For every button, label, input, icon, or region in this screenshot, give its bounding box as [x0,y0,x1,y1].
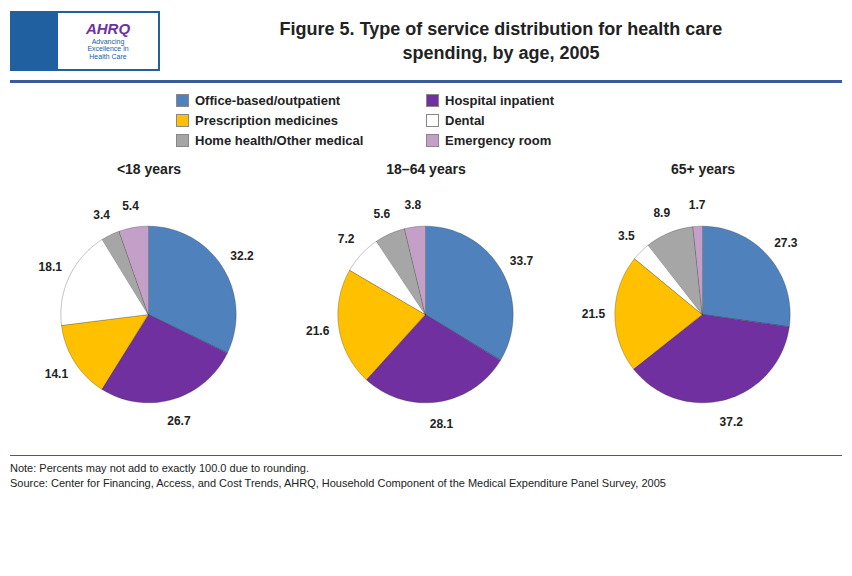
svg-text:26.7: 26.7 [167,414,191,428]
svg-text:33.7: 33.7 [510,254,534,268]
html-text:Note: Percents may not add to: Note: Percents may not add to exactly 10… [10,462,309,474]
html-text:Dental: Dental [445,113,485,128]
svg-text:28.1: 28.1 [430,417,454,431]
svg-text:37.2: 37.2 [720,415,744,429]
html-text:Hospital inpatient: Hospital inpatient [445,93,555,108]
svg-text:3.5: 3.5 [618,229,635,243]
html-text:Emergency room: Emergency room [445,133,552,148]
html-text:Prescription medicines: Prescription medicines [195,113,339,128]
html-text:Figure 5. Type of service dist: Figure 5. Type of service distribution f… [279,18,723,63]
html-text:Office-based/outpatient: Office-based/outpatient [195,93,341,108]
svg-text:<18 years: <18 years [117,161,181,177]
svg-text:27.3: 27.3 [774,236,798,250]
svg-text:21.5: 21.5 [582,307,606,321]
svg-text:14.1: 14.1 [45,367,69,381]
svg-text:7.2: 7.2 [338,232,355,246]
html-text:Source: Center for Financing,: Source: Center for Financing, Access, an… [10,477,666,490]
svg-text:18.1: 18.1 [39,260,63,274]
svg-text:21.6: 21.6 [306,324,330,338]
svg-text:18–64 years: 18–64 years [386,161,466,177]
html-text:Advancing Excellence in Health: Advancing Excellence in Health Care [87,37,129,61]
html-text:AHRQ: AHRQ [85,20,131,38]
svg-text:1.7: 1.7 [689,198,706,212]
svg-text:32.2: 32.2 [230,249,254,263]
svg-text:5.4: 5.4 [122,199,139,213]
svg-text:65+ years: 65+ years [671,161,735,177]
svg-text:3.8: 3.8 [405,198,422,212]
svg-text:3.4: 3.4 [93,208,110,222]
svg-text:5.6: 5.6 [374,207,391,221]
svg-text:8.9: 8.9 [653,206,670,220]
html-text:Home health/Other medical: Home health/Other medical [195,133,364,148]
